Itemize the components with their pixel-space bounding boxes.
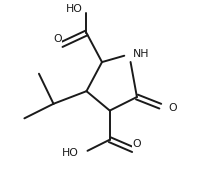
Text: O: O [53,34,62,44]
Text: NH: NH [133,49,149,59]
Text: O: O [168,103,177,113]
Text: HO: HO [66,4,83,14]
Text: O: O [133,139,141,149]
Text: HO: HO [62,148,79,158]
